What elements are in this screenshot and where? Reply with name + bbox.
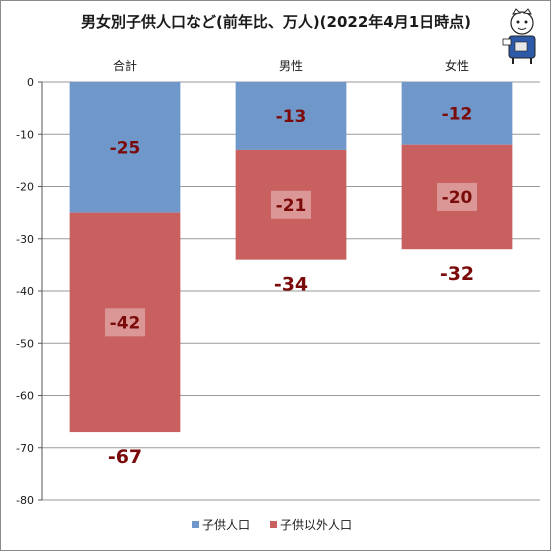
data-label-box <box>105 308 145 337</box>
category-label: 男性 <box>279 59 303 73</box>
mascot-icon <box>502 8 536 64</box>
data-label: -12 <box>442 104 473 124</box>
chart-title: 男女別子供人口など(前年比、万人)(2022年4月1日時点) <box>81 13 471 31</box>
category-labels: 合計 男性 女性 <box>113 58 469 73</box>
y-tick-label: 0 <box>27 76 34 89</box>
category-label: 合計 <box>113 58 137 73</box>
bar-segment <box>235 82 347 150</box>
y-tick-label: -30 <box>16 233 34 246</box>
bar-segment <box>401 144 513 250</box>
y-tick-label: -20 <box>16 181 34 194</box>
total-label: -32 <box>440 263 474 285</box>
y-tick-label: -60 <box>16 390 34 403</box>
bar-segment <box>401 82 513 145</box>
data-label: -20 <box>442 188 473 208</box>
bar-segment <box>69 82 181 213</box>
bar-segment <box>235 149 347 260</box>
data-label: -25 <box>110 138 141 158</box>
data-label: -13 <box>276 107 307 127</box>
bars <box>69 82 513 433</box>
total-label: -67 <box>108 446 142 468</box>
total-label: -34 <box>274 274 308 296</box>
data-label: -42 <box>110 313 141 333</box>
legend-label: 子供以外人口 <box>280 518 352 532</box>
bar-segment <box>69 212 181 433</box>
y-tick-label: -50 <box>16 337 34 350</box>
legend-label: 子供人口 <box>202 518 250 532</box>
legend-swatch <box>192 521 199 528</box>
y-tick-label: -40 <box>16 285 34 298</box>
data-label-box <box>271 190 311 219</box>
data-label-box <box>437 182 477 211</box>
legend: 子供人口 子供以外人口 <box>192 518 352 532</box>
category-label: 女性 <box>445 58 469 73</box>
legend-swatch <box>270 521 277 528</box>
data-labels: -25 -42 -67 -13 -21 -34 -12 -20 -32 <box>105 104 477 468</box>
data-label: -21 <box>276 196 307 216</box>
y-tick-label: -80 <box>16 494 34 507</box>
y-tick-label: -70 <box>16 442 34 455</box>
y-axis: 0 -10 -20 -30 -40 -50 -60 -70 -80 <box>16 76 43 507</box>
y-tick-label: -10 <box>16 128 34 141</box>
